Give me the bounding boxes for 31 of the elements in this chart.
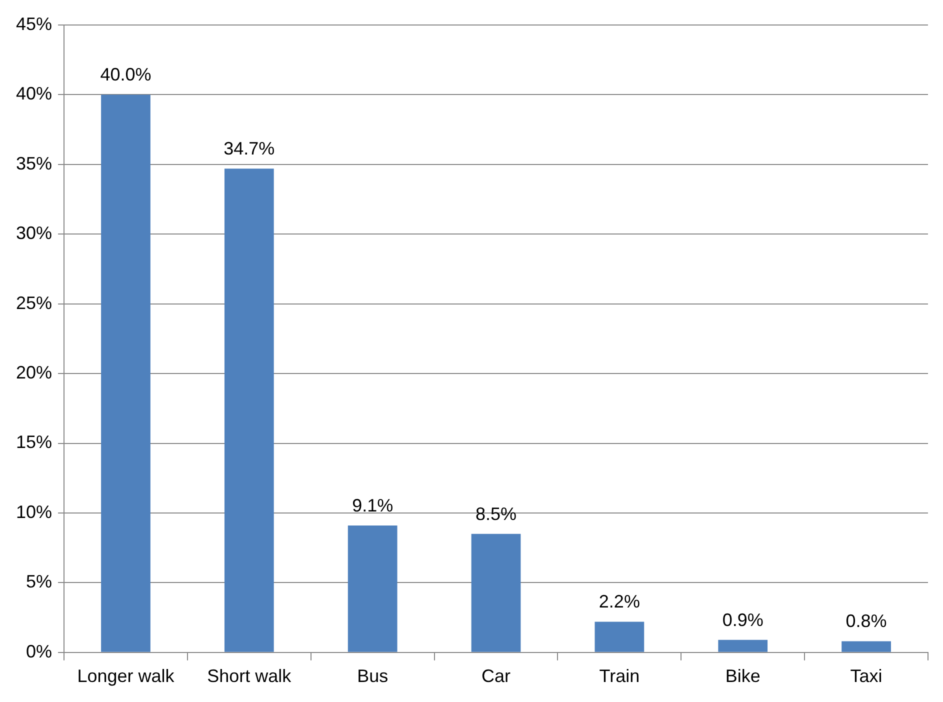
x-tick-label: Longer walk <box>77 666 176 686</box>
bar <box>842 641 891 652</box>
x-tick-label: Bus <box>357 666 388 686</box>
y-tick-label: 0% <box>26 641 52 662</box>
x-tick-label: Train <box>599 666 640 686</box>
data-label: 34.7% <box>224 138 275 159</box>
x-tick-label: Bike <box>725 666 760 686</box>
data-label: 0.8% <box>846 611 887 632</box>
data-label: 40.0% <box>100 64 152 85</box>
bar <box>718 640 768 652</box>
bar <box>224 168 274 652</box>
y-tick-label: 20% <box>16 362 52 383</box>
data-label: 9.1% <box>352 495 394 516</box>
bar <box>348 526 398 652</box>
y-tick-label: 10% <box>16 502 52 522</box>
y-tick-label: 45% <box>16 14 52 34</box>
data-label: 2.2% <box>598 592 640 612</box>
y-tick-label: 30% <box>16 223 52 244</box>
x-tick-label: Taxi <box>850 666 882 686</box>
y-tick-label: 25% <box>16 292 52 313</box>
y-tick-label: 5% <box>26 572 52 592</box>
x-tick-label: Car <box>482 666 511 686</box>
bar <box>101 94 150 652</box>
data-label: 0.9% <box>722 610 764 630</box>
bar <box>471 534 521 652</box>
data-label: 8.5% <box>476 504 517 524</box>
y-tick-label: 35% <box>16 153 52 174</box>
bar <box>594 622 644 652</box>
x-tick-label: Short walk <box>207 666 292 686</box>
y-tick-label: 15% <box>16 432 52 452</box>
y-tick-label: 40% <box>16 84 52 104</box>
